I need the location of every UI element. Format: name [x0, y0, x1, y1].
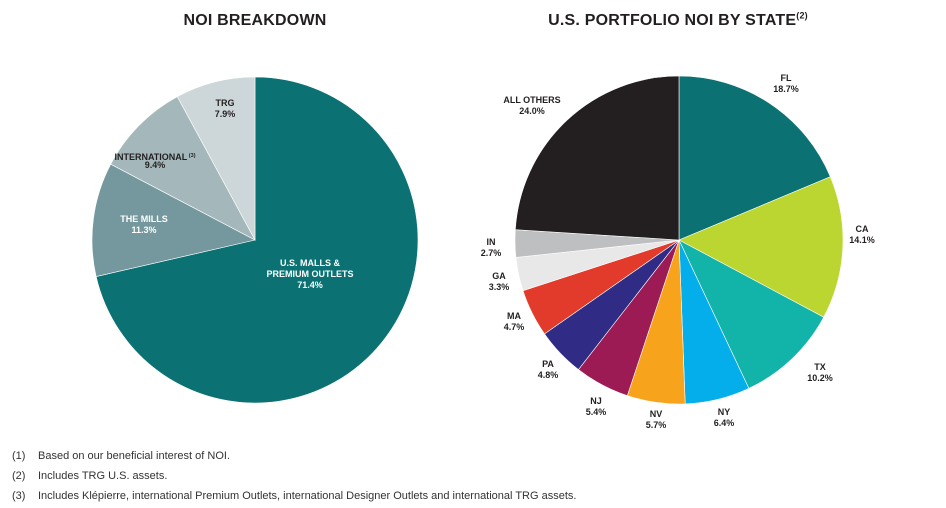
- slice-label-ma: MA 4.7%: [504, 311, 525, 332]
- footnote-3: (3) Includes Klépierre, international Pre…: [12, 490, 577, 502]
- slice-label-u-s-malls-premium-outlets: U.S. MALLS & PREMIUM OUTLETS 71.4%: [267, 258, 354, 290]
- slice-label-in: IN 2.7%: [481, 237, 502, 258]
- slice-label-trg: TRG 7.9%: [215, 98, 236, 119]
- slice-label-tx: TX 10.2%: [807, 362, 833, 383]
- slice-label-nv: NV 5.7%: [646, 409, 667, 430]
- noi-breakdown-title: NOI BREAKDOWN: [183, 12, 327, 29]
- footnote-2: (2) Includes TRG U.S. assets.: [12, 470, 168, 482]
- pie-slice-the-mills: [91, 163, 256, 277]
- state-noi-pie: FL 18.7% CA 14.1% TX 10.2% NY 6.4% NV 5.7% NJ 5.4% P…: [481, 73, 875, 430]
- pie-slice-international: [110, 96, 256, 241]
- slice-label-ca: CA 14.1%: [849, 224, 875, 245]
- slice-label-nj: NJ 5.4%: [586, 396, 607, 417]
- pie-charts: U.S. MALLS & PREMIUM OUTLETS 71.4% THE MILL…: [91, 73, 875, 430]
- pie-slice-u-s-malls-premium-outlets: [95, 76, 419, 404]
- slice-label-fl: FL 18.7%: [773, 73, 799, 94]
- slice-label-all-others: ALL OTHERS 24.0%: [503, 95, 560, 116]
- slice-label-the-mills: THE MILLS 11.3%: [120, 214, 168, 235]
- pie-slice-tx: [678, 239, 825, 389]
- state-noi-title: U.S. PORTFOLIO NOI BY STATE(2): [548, 10, 808, 29]
- pie-slice-trg: [176, 76, 256, 241]
- pie-slice-all-others: [515, 75, 680, 241]
- noi-breakdown-pie: U.S. MALLS & PREMIUM OUTLETS 71.4% THE MILL…: [91, 76, 419, 404]
- slice-label-ga: GA 3.3%: [489, 271, 510, 292]
- slice-label-pa: PA 4.8%: [538, 359, 559, 380]
- footnotes: (1) Based on our beneficial interest of N…: [12, 446, 576, 506]
- footnote-1: (1) Based on our beneficial interest of N…: [12, 450, 230, 462]
- slice-label-ny: NY 6.4%: [714, 407, 735, 428]
- title-footnote-marker: (2): [796, 10, 808, 21]
- pie-slice-fl: [678, 75, 831, 241]
- pie-slice-ca: [678, 176, 844, 318]
- slice-label-international: INTERNATIONAL (3) 9.4%: [114, 152, 195, 170]
